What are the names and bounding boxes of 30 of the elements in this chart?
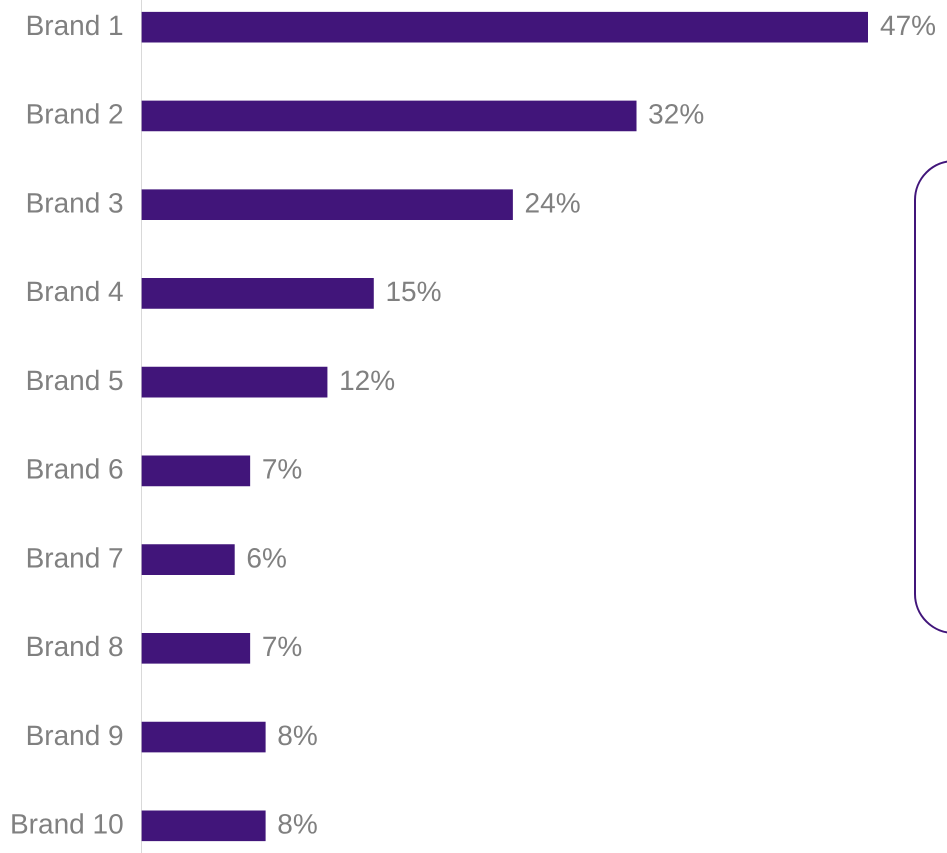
y-tick-label: Brand 1 bbox=[26, 10, 124, 41]
y-tick-label: Brand 2 bbox=[26, 98, 124, 130]
bar bbox=[142, 366, 328, 398]
bar bbox=[142, 100, 637, 132]
bar bbox=[142, 278, 374, 309]
bar bbox=[142, 456, 250, 486]
data-label: 12% bbox=[339, 364, 396, 396]
bar bbox=[142, 810, 266, 842]
bar bbox=[142, 12, 868, 42]
y-tick-label: Brand 4 bbox=[26, 276, 124, 308]
y-tick-label: Brand 10 bbox=[10, 808, 124, 840]
y-tick-label: Brand 6 bbox=[26, 454, 124, 485]
y-tick-label: Brand 3 bbox=[26, 187, 124, 218]
data-label: 7% bbox=[262, 631, 302, 662]
y-tick-label: Brand 9 bbox=[26, 720, 124, 751]
y-tick-label: Brand 7 bbox=[26, 542, 124, 574]
data-label: 8% bbox=[277, 808, 318, 840]
bar bbox=[142, 544, 235, 575]
data-label: 32% bbox=[648, 98, 704, 130]
bar bbox=[142, 722, 266, 752]
data-label: 24% bbox=[524, 187, 581, 218]
y-tick-label: Brand 5 bbox=[26, 364, 124, 396]
data-label: 7% bbox=[262, 454, 302, 485]
bar bbox=[142, 189, 513, 220]
data-label: 15% bbox=[385, 276, 442, 308]
y-tick-label: Brand 8 bbox=[26, 631, 124, 662]
bar bbox=[142, 633, 250, 664]
data-label: 6% bbox=[246, 542, 287, 574]
data-label: 8% bbox=[277, 720, 318, 751]
data-label: 47% bbox=[880, 10, 936, 41]
